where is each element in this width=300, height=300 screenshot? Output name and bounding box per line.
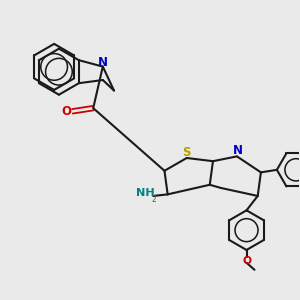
Text: N: N	[98, 56, 108, 69]
Text: N: N	[233, 144, 243, 157]
Text: O: O	[242, 256, 251, 266]
Text: NH: NH	[136, 188, 155, 198]
Text: S: S	[182, 146, 191, 159]
Text: O: O	[62, 105, 72, 118]
Text: 2: 2	[152, 195, 157, 204]
